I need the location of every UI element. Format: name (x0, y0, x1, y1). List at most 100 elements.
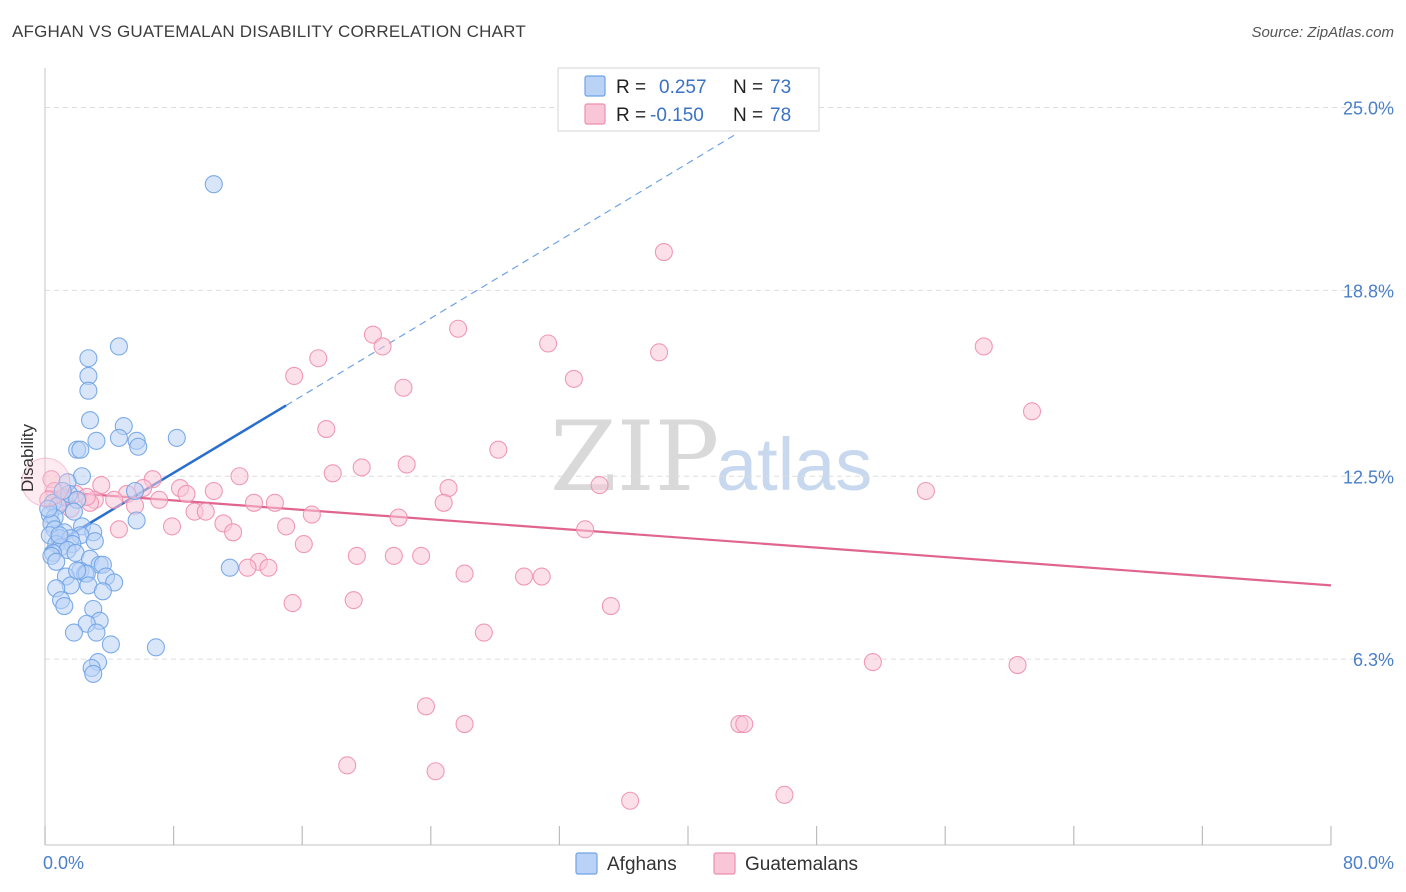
guatemalans-point (373, 337, 392, 356)
x-tick-label-min: 0.0% (43, 853, 84, 873)
afghans-point (127, 511, 146, 530)
guatemalans-point (735, 714, 754, 734)
afghans-point (50, 526, 69, 545)
afghans-point (87, 623, 106, 642)
guatemalans-point (650, 343, 669, 362)
legend-afghans-label: Afghans (607, 854, 677, 875)
afghans-point (79, 381, 98, 400)
guatemalans-point (426, 762, 445, 781)
legend-guatemalans-swatch (713, 852, 736, 875)
bottom-legend: Afghans Guatemalans (575, 852, 858, 875)
guatemalans-point (916, 481, 935, 501)
guatemalans-point (1008, 655, 1027, 675)
x-tick-label-max: 80.0% (1343, 853, 1394, 873)
guatemalans-point (863, 653, 882, 672)
guatemalans-point (294, 535, 313, 554)
stats-legend-guatemalans-r-value: -0.150 (650, 105, 704, 126)
afghans-point (220, 558, 239, 577)
guatemalans-point (397, 455, 416, 474)
afghans-point (85, 532, 104, 551)
afghans-point (39, 499, 58, 518)
guatemalans-point (283, 594, 302, 613)
guatemalans-point (162, 517, 182, 536)
watermark: ZIP atlas (550, 401, 872, 513)
guatemalans-point (302, 505, 321, 524)
guatemalans-point (654, 243, 673, 262)
guatemalans-point (244, 493, 264, 512)
guatemalans-point (1022, 402, 1042, 421)
guatemalans-point (576, 520, 595, 539)
stats-legend-guatemalans-n-label: N = (733, 105, 763, 126)
guatemalans-point (601, 596, 620, 616)
afghans-point (84, 664, 103, 683)
afghans-point (125, 481, 145, 501)
stats-legend-guatemalans-swatch (584, 103, 606, 125)
guatemalans-point (347, 546, 366, 565)
stats-legend-afghans-r-value: 0.257 (659, 77, 707, 98)
legend-afghans-swatch (575, 852, 598, 875)
guatemalans-point (259, 558, 278, 577)
stats-legend-afghans-n-label: N = (733, 77, 763, 98)
guatemalans-point (92, 476, 111, 495)
stats-legend-guatemalans-r-label: R = (616, 105, 646, 126)
guatemalans-point (455, 714, 474, 734)
watermark-atlas: atlas (716, 423, 872, 506)
stats-legend-afghans-swatch (584, 75, 606, 97)
chart-title: AFGHAN VS GUATEMALAN DISABILITY CORRELAT… (12, 22, 526, 41)
guatemalans-point (775, 785, 794, 804)
data-points (21, 175, 1042, 810)
guatemalans-point (434, 493, 453, 512)
guatemalans-point (204, 481, 223, 501)
legend-guatemalans-label: Guatemalans (745, 854, 858, 875)
guatemalans-point (323, 464, 342, 483)
afghans-point (80, 411, 100, 430)
guatemalans-point (265, 493, 284, 512)
guatemalans-point (474, 623, 493, 642)
afghans-point (101, 635, 120, 654)
afghans-point (64, 502, 83, 521)
guatemalans-point (621, 791, 640, 810)
guatemalans-point (277, 517, 296, 536)
afghans-point (204, 175, 223, 194)
stats-legend-guatemalans-n-value: 78 (770, 105, 791, 126)
guatemalans-point (352, 458, 371, 477)
afghans-point (93, 582, 112, 601)
guatemalans-point (344, 591, 363, 610)
guatemalans-point (309, 349, 328, 368)
guatemalans-point (105, 490, 124, 509)
afghans-point (129, 437, 148, 456)
trend-lines (44, 133, 1332, 587)
guatemalans-point (109, 520, 128, 539)
guatemalans-point (539, 334, 558, 353)
guatemalans-point (150, 490, 169, 509)
guatemalans-point (590, 476, 609, 495)
afghans-point (55, 596, 74, 616)
guatemalans-point (455, 564, 474, 583)
guatemalans-point (412, 546, 431, 565)
guatemalans-point (389, 508, 408, 527)
guatemalans-point (974, 337, 993, 356)
guatemalans-point (317, 419, 336, 439)
afghans-point (146, 638, 165, 657)
y-tick-label: 25.0% (1343, 99, 1394, 119)
guatemalans-point (564, 369, 583, 388)
afghans-point (47, 552, 66, 571)
guatemalans-point (416, 697, 436, 716)
guatemalans-point (532, 567, 551, 586)
guatemalans-point (230, 467, 249, 486)
guatemalans-point (394, 378, 413, 397)
guatemalans-point (21, 457, 71, 507)
guatemalans-point (338, 756, 357, 775)
guatemalans-point (363, 325, 382, 344)
source-label: Source: ZipAtlas.com (1251, 24, 1394, 41)
guatemalans-point (514, 567, 534, 586)
guatemalans-point (449, 319, 468, 338)
afghans-point (109, 428, 128, 447)
afghans-point (68, 561, 87, 580)
guatemalans-point (238, 558, 257, 577)
axes (44, 68, 1332, 846)
guatemalans-point (177, 484, 196, 504)
watermark-zip: ZIP (550, 401, 719, 513)
y-tick-label: 12.5% (1343, 467, 1394, 487)
stats-legend: R = 0.257 N = 73 R = -0.150 N = 78 (557, 67, 820, 132)
